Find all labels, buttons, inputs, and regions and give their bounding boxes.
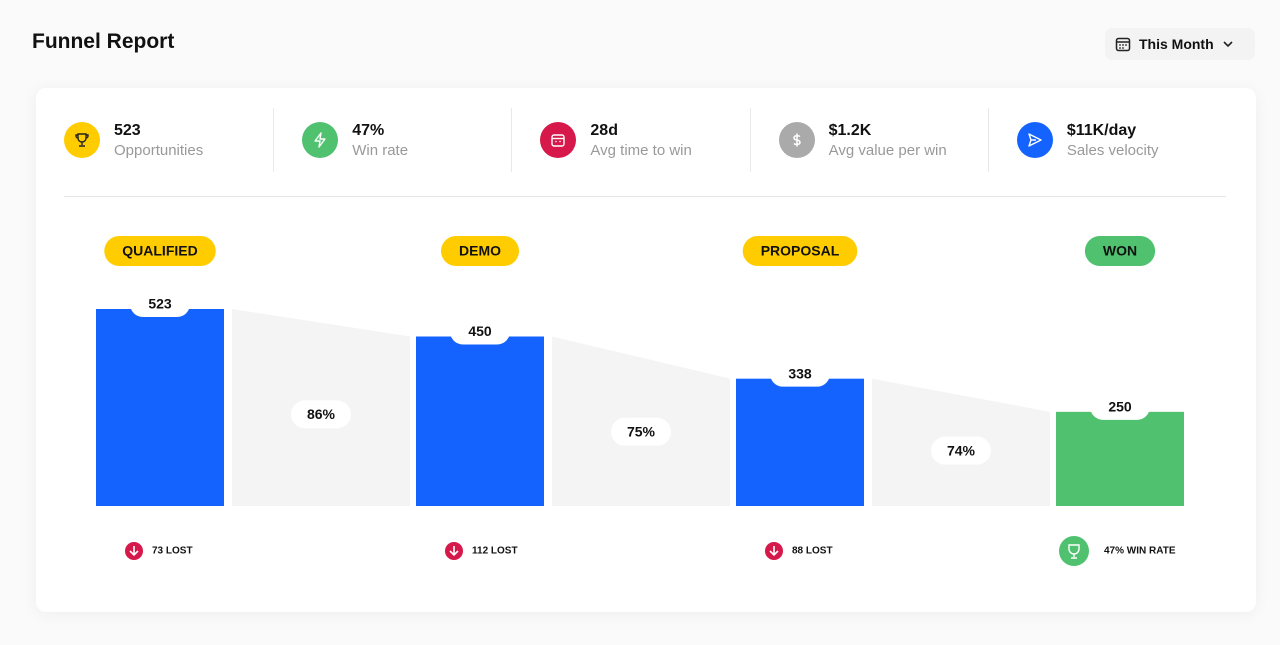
- kpi-icon: [778, 122, 815, 158]
- kpi-value: $1.2K: [828, 121, 872, 139]
- value-label-bg: [1090, 393, 1150, 420]
- kpi-label: Avg value per win: [828, 141, 947, 159]
- lost-icon-glyph: [769, 546, 779, 557]
- kpi: $1.2K Avg value per win: [749, 108, 988, 172]
- conversion-label-bg: [931, 436, 991, 465]
- lost-icon-glyph: [449, 546, 459, 557]
- kpi-label: Sales velocity: [1066, 141, 1159, 159]
- divider: [64, 196, 1226, 197]
- kpi-value: 47%: [352, 121, 385, 139]
- value-label: 450: [468, 323, 492, 339]
- annotation: 47% WIN RATE: [1104, 546, 1176, 557]
- annotation: 88 LOST: [792, 546, 833, 557]
- kpi-label: Opportunities: [114, 141, 204, 159]
- kpi-value: 28d: [590, 121, 618, 139]
- bar: [96, 309, 224, 506]
- stage-label: PROPOSAL: [761, 243, 840, 259]
- page-title: Funnel Report: [32, 30, 175, 53]
- win-icon: [1059, 536, 1089, 566]
- bar: [736, 378, 864, 506]
- period-selector[interactable]: This Month: [1105, 28, 1255, 60]
- kpi-value: $11K/day: [1066, 121, 1137, 139]
- value-label: 250: [1108, 399, 1132, 415]
- stage-label: WON: [1103, 243, 1137, 259]
- win-icon-glyph: [1068, 544, 1080, 559]
- stage-label-bg: [441, 236, 519, 266]
- funnel-chart: 86% 75% 74% 523 QUALIFIED 73 LOST 450 DEMO 112 L…: [96, 236, 1184, 566]
- kpi-icon: [540, 122, 577, 158]
- conversion-label: 75%: [627, 423, 656, 439]
- calendar-icon: [1115, 37, 1131, 52]
- chevron: [1223, 41, 1233, 48]
- kpi-value: 523: [114, 121, 141, 139]
- stage-label-bg: [104, 236, 216, 266]
- value-label-bg: [450, 318, 510, 345]
- annotation: 73 LOST: [152, 546, 193, 557]
- kpi: $11K/day Sales velocity: [987, 108, 1226, 172]
- conversion-label-bg: [291, 400, 351, 429]
- value-label: 338: [788, 365, 812, 381]
- stage-label: DEMO: [459, 243, 501, 259]
- kpi: 47% Win rate: [273, 108, 511, 172]
- kpi: 28d Avg time to win: [511, 108, 749, 172]
- kpi-icon: [64, 122, 100, 158]
- conversion-label: 74%: [947, 442, 976, 458]
- kpi-row: 523 Opportunities 47% Win rate 28d Avg time…: [64, 108, 1226, 172]
- conversion-label-bg: [611, 417, 671, 446]
- stage-label-bg: [742, 236, 858, 266]
- kpi-label: Avg time to win: [590, 141, 692, 159]
- annotation: 112 LOST: [472, 546, 518, 557]
- kpi-label: Win rate: [352, 141, 409, 159]
- conversion-label: 86%: [307, 406, 336, 422]
- bar: [416, 336, 544, 506]
- lost-icon-glyph: [129, 546, 139, 557]
- stage-label: QUALIFIED: [122, 243, 197, 259]
- stage-label-bg: [1084, 236, 1156, 266]
- value-label-bg: [770, 360, 830, 387]
- value-label-bg: [130, 291, 190, 317]
- kpi-icon: [302, 122, 339, 158]
- period-label: This Month: [1139, 36, 1214, 52]
- kpi: 523 Opportunities: [64, 108, 273, 172]
- bar: [1056, 411, 1184, 506]
- value-label: 523: [148, 296, 172, 312]
- kpi-icon: [1016, 122, 1053, 158]
